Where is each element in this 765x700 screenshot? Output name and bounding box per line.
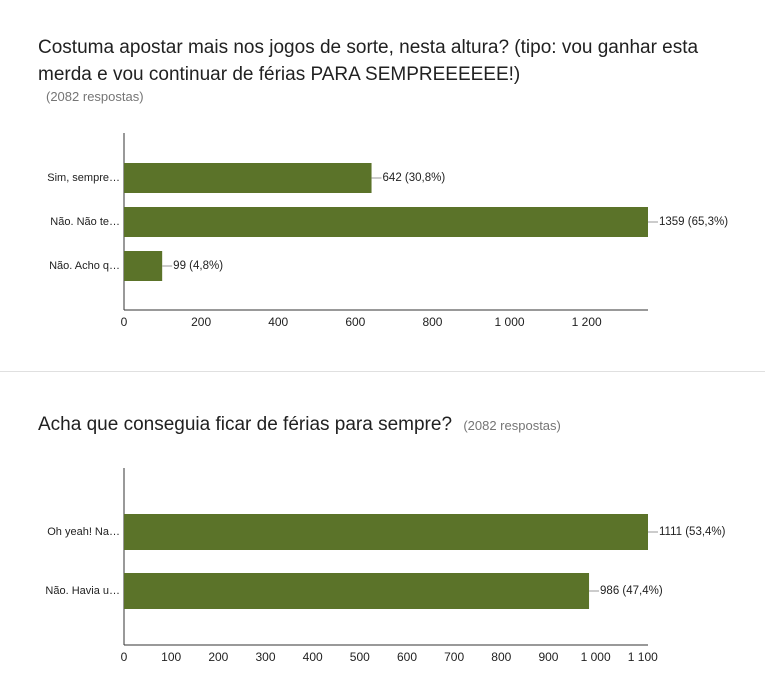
x-tick-label: 900 xyxy=(538,650,558,664)
question-2: Acha que conseguia ficar de férias para … xyxy=(38,411,738,439)
x-tick-label: 200 xyxy=(208,650,228,664)
question-1: Costuma apostar mais nos jogos de sorte,… xyxy=(38,34,738,106)
y-tick-label: Não. Não te… xyxy=(50,216,120,228)
chart-subtitle: (2082 respostas) xyxy=(463,418,561,433)
bar xyxy=(124,573,590,609)
value-label: 99 (4,8%) xyxy=(173,260,223,272)
x-tick-label: 500 xyxy=(350,650,370,664)
y-tick-label: Não. Havia u… xyxy=(45,585,120,597)
x-tick-label: 0 xyxy=(121,650,128,664)
x-tick-label: 1 100 xyxy=(628,650,658,664)
value-label: 1111 (53,4%) xyxy=(659,526,726,538)
chart-title: Acha que conseguia ficar de férias para … xyxy=(38,414,453,435)
y-tick-label: Não. Acho q… xyxy=(49,260,120,272)
y-tick-label: Sim, sempre… xyxy=(47,172,120,184)
chart-subtitle: (2082 respostas) xyxy=(46,89,144,104)
divider xyxy=(0,371,765,372)
value-label: 986 (47,4%) xyxy=(600,585,663,597)
bar xyxy=(124,163,372,193)
x-tick-label: 1 000 xyxy=(495,315,525,329)
bar xyxy=(124,251,163,281)
y-tick-label: Oh yeah! Na… xyxy=(47,526,120,538)
x-tick-label: 600 xyxy=(345,315,365,329)
x-tick-label: 300 xyxy=(255,650,275,664)
x-tick-label: 400 xyxy=(268,315,288,329)
x-tick-label: 100 xyxy=(161,650,181,664)
x-tick-label: 1 000 xyxy=(581,650,611,664)
x-tick-label: 1 200 xyxy=(572,315,602,329)
x-tick-label: 700 xyxy=(444,650,464,664)
x-tick-label: 800 xyxy=(422,315,442,329)
bar xyxy=(124,207,648,237)
x-tick-label: 0 xyxy=(121,315,128,329)
x-tick-label: 400 xyxy=(303,650,323,664)
x-tick-label: 600 xyxy=(397,650,417,664)
bar xyxy=(124,514,648,550)
value-label: 642 (30,8%) xyxy=(383,172,446,184)
x-tick-label: 800 xyxy=(491,650,511,664)
value-label: 1359 (65,3%) xyxy=(659,216,728,228)
chart-title: Costuma apostar mais nos jogos de sorte,… xyxy=(38,37,699,85)
x-tick-label: 200 xyxy=(191,315,211,329)
